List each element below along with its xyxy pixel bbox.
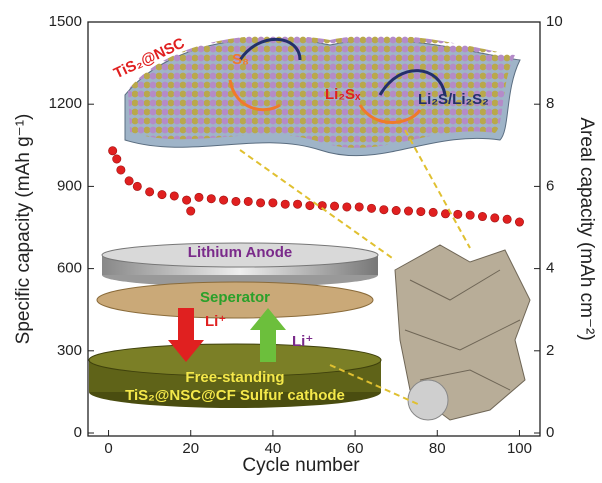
y-tick-label: 600 xyxy=(57,260,82,277)
y-axis-title: Specific capacity (mAh g⁻¹) xyxy=(13,114,34,345)
data-point xyxy=(281,200,289,208)
data-point xyxy=(392,206,400,214)
data-point xyxy=(293,200,301,208)
annotation: Li₂S/Li₂S₂ xyxy=(418,91,489,108)
annotation: Lithium Anode xyxy=(188,244,292,261)
data-point xyxy=(367,204,375,212)
data-point xyxy=(306,201,314,209)
x-axis-title: Cycle number xyxy=(242,455,360,476)
data-point xyxy=(207,195,215,203)
data-point xyxy=(195,193,203,201)
data-point xyxy=(113,155,121,163)
data-point xyxy=(219,196,227,204)
data-point xyxy=(380,205,388,213)
data-point xyxy=(256,199,264,207)
data-point xyxy=(454,210,462,218)
x-tick-label: 0 xyxy=(104,440,112,457)
annotation: Li⁺ xyxy=(205,313,226,330)
data-point xyxy=(117,166,125,174)
data-point xyxy=(404,207,412,215)
data-point xyxy=(515,218,523,226)
y2-tick-label: 6 xyxy=(546,177,554,194)
data-point xyxy=(170,192,178,200)
data-point xyxy=(269,199,277,207)
y-tick-label: 0 xyxy=(74,424,82,441)
data-point xyxy=(355,203,363,211)
data-point xyxy=(182,196,190,204)
data-point xyxy=(108,147,116,155)
data-point xyxy=(244,197,252,205)
data-point xyxy=(429,208,437,216)
y2-tick-label: 8 xyxy=(546,95,554,112)
annotation: Free-standing xyxy=(185,369,284,386)
y-tick-label: 1500 xyxy=(49,13,82,30)
x-tick-label: 80 xyxy=(429,440,446,457)
data-point xyxy=(343,203,351,211)
annotation: S₈ xyxy=(232,51,249,68)
x-tick-label: 20 xyxy=(182,440,199,457)
data-point xyxy=(187,207,195,215)
x-tick-label: 40 xyxy=(265,440,282,457)
data-point xyxy=(330,202,338,210)
annotation: Li⁺ xyxy=(292,333,313,350)
y2-tick-label: 2 xyxy=(546,342,554,359)
data-point xyxy=(417,207,425,215)
data-point xyxy=(466,211,474,219)
y2-axis-title: Areal capacity (mAh cm⁻²) xyxy=(576,117,597,340)
data-point xyxy=(503,215,511,223)
x-tick-label: 60 xyxy=(347,440,364,457)
data-point xyxy=(145,188,153,196)
chart: TiS₂@NSC S₈ Li₂Sₓ Li₂S/Li₂S₂ Lithium Ano… xyxy=(0,0,602,483)
y-tick-label: 900 xyxy=(57,177,82,194)
data-point xyxy=(133,182,141,190)
y-tick-label: 300 xyxy=(57,342,82,359)
y-tick-label: 1200 xyxy=(49,95,82,112)
data-point xyxy=(158,190,166,198)
data-point xyxy=(125,177,133,185)
y2-tick-label: 0 xyxy=(546,424,554,441)
y2-tick-label: 10 xyxy=(546,13,563,30)
data-point xyxy=(232,197,240,205)
annotation: Seperator xyxy=(200,289,270,306)
data-point xyxy=(491,214,499,222)
annotation: TiS₂@NSC@CF Sulfur cathode xyxy=(125,387,345,404)
data-point xyxy=(478,212,486,220)
y2-tick-label: 4 xyxy=(546,260,554,277)
x-tick-label: 100 xyxy=(507,440,532,457)
annotation: Li₂Sₓ xyxy=(325,86,361,103)
